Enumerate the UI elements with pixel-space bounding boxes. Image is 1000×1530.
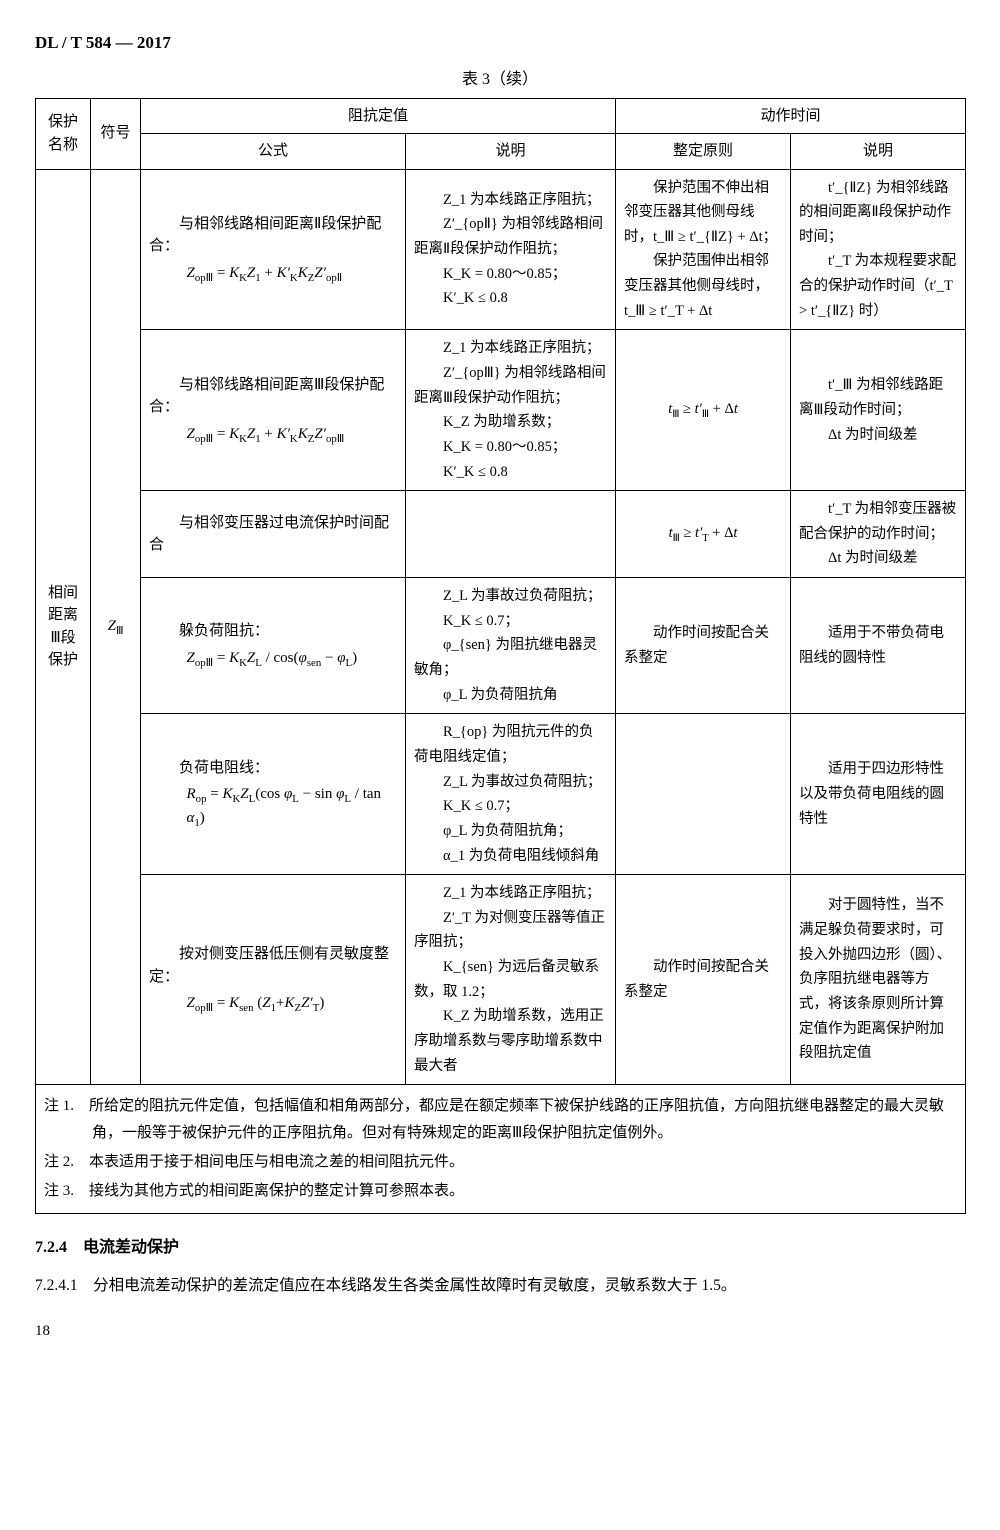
cell-desc: Z_1 为本线路正序阻抗； Z′_T 为对侧变压器等值正序阻抗； K_{sen}… [406, 875, 616, 1085]
formula-math: Rop = KKZL(cos φL − sin φL / tan α1) [149, 783, 397, 831]
table-row: 相间距离Ⅲ段保护 ZⅢ 与相邻线路相间距离Ⅱ段保护配合： ZopⅢ = KKZ1… [36, 169, 966, 330]
formula-intro: 按对侧变压器低压侧有灵敏度整定： [149, 946, 389, 985]
table-row: 与相邻线路相间距离Ⅲ段保护配合： ZopⅢ = KKZ1 + K′KKZZ′op… [36, 330, 966, 491]
cell-formula: 与相邻线路相间距离Ⅲ段保护配合： ZopⅢ = KKZ1 + K′KKZZ′op… [141, 330, 406, 491]
table-caption: 表 3（续） [35, 68, 965, 92]
page-number: 18 [35, 1320, 965, 1343]
cell-principle: 动作时间按配合关系整定 [616, 875, 791, 1085]
cell-timedesc: 适用于四边形特性以及带负荷电阻线的圆特性 [791, 714, 966, 875]
formula-intro: 与相邻线路相间距离Ⅲ段保护配合： [149, 377, 384, 416]
formula-intro: 躲负荷阻抗： [149, 623, 269, 639]
notes-cell: 注 1. 所给定的阻抗元件定值，包括幅值和相角两部分，都应是在额定频率下被保护线… [36, 1085, 966, 1214]
cell-desc: Z_1 为本线路正序阻抗； Z′_{opⅡ} 为相邻线路相间距离Ⅱ段保护动作阻抗… [406, 169, 616, 330]
th-impedance: 阻抗定值 [141, 98, 616, 134]
cell-formula: 负荷电阻线： Rop = KKZL(cos φL − sin φL / tan … [141, 714, 406, 875]
cell-desc: R_{op} 为阻抗元件的负荷电阻线定值； Z_L 为事故过负荷阻抗； K_K … [406, 714, 616, 875]
th-formula: 公式 [141, 134, 406, 170]
cell-formula: 与相邻线路相间距离Ⅱ段保护配合： ZopⅢ = KKZ1 + K′KKZZ′op… [141, 169, 406, 330]
note-2: 注 2. 本表适用于接于相间电压与相电流之差的相间阻抗元件。 [44, 1149, 957, 1176]
formula-math: ZopⅢ = KKZL / cos(φsen − φL) [149, 647, 397, 671]
cell-timedesc: t′_Ⅲ 为相邻线路距离Ⅲ段动作时间； Δt 为时间级差 [791, 330, 966, 491]
cell-principle: 保护范围不伸出相邻变压器其他侧母线时，t_Ⅲ ≥ t′_{ⅡZ} + Δt； 保… [616, 169, 791, 330]
main-table: 保护名称 符号 阻抗定值 动作时间 公式 说明 整定原则 说明 相间距离Ⅲ段保护… [35, 98, 966, 1215]
table-row: 公式 说明 整定原则 说明 [36, 134, 966, 170]
paragraph: 7.2.4.1 分相电流差动保护的差流定值应在本线路发生各类金属性故障时有灵敏度… [35, 1274, 965, 1297]
doc-id: DL / T 584 — 2017 [35, 30, 965, 56]
formula-math: ZopⅢ = KKZ1 + K′KKZZ′opⅢ [149, 423, 397, 447]
cell-symbol: ZⅢ [91, 169, 141, 1085]
cell-principle: tⅢ ≥ t′T + Δt [616, 491, 791, 578]
th-symbol: 符号 [91, 98, 141, 169]
table-row: 注 1. 所给定的阻抗元件定值，包括幅值和相角两部分，都应是在额定频率下被保护线… [36, 1085, 966, 1214]
formula-intro: 与相邻线路相间距离Ⅱ段保护配合： [149, 216, 381, 255]
table-row: 躲负荷阻抗： ZopⅢ = KKZL / cos(φsen − φL) Z_L … [36, 578, 966, 714]
th-desc: 说明 [406, 134, 616, 170]
cell-formula: 躲负荷阻抗： ZopⅢ = KKZL / cos(φsen − φL) [141, 578, 406, 714]
cell-desc: Z_1 为本线路正序阻抗； Z′_{opⅢ} 为相邻线路相间距离Ⅲ段保护动作阻抗… [406, 330, 616, 491]
cell-formula: 按对侧变压器低压侧有灵敏度整定： ZopⅢ = Ksen (Z1+KZZ′T) [141, 875, 406, 1085]
table-row: 负荷电阻线： Rop = KKZL(cos φL − sin φL / tan … [36, 714, 966, 875]
table-row: 按对侧变压器低压侧有灵敏度整定： ZopⅢ = Ksen (Z1+KZZ′T) … [36, 875, 966, 1085]
cell-protection-name: 相间距离Ⅲ段保护 [36, 169, 91, 1085]
table-row: 保护名称 符号 阻抗定值 动作时间 [36, 98, 966, 134]
formula-math: ZopⅢ = Ksen (Z1+KZZ′T) [149, 992, 397, 1016]
cell-timedesc: t′_T 为相邻变压器被配合保护的动作时间； Δt 为时间级差 [791, 491, 966, 578]
table-row: 与相邻变压器过电流保护时间配合 tⅢ ≥ t′T + Δt t′_T 为相邻变压… [36, 491, 966, 578]
section-heading: 7.2.4 电流差动保护 [35, 1236, 965, 1260]
cell-principle [616, 714, 791, 875]
cell-timedesc: t′_{ⅡZ} 为相邻线路的相间距离Ⅱ段保护动作时间； t′_T 为本规程要求配… [791, 169, 966, 330]
th-principle: 整定原则 [616, 134, 791, 170]
th-timedesc: 说明 [791, 134, 966, 170]
cell-principle: 动作时间按配合关系整定 [616, 578, 791, 714]
formula-intro: 与相邻变压器过电流保护时间配合 [149, 515, 389, 554]
th-time: 动作时间 [616, 98, 966, 134]
cell-desc: Z_L 为事故过负荷阻抗； K_K ≤ 0.7； φ_{sen} 为阻抗继电器灵… [406, 578, 616, 714]
cell-formula: 与相邻变压器过电流保护时间配合 [141, 491, 406, 578]
note-3: 注 3. 接线为其他方式的相间距离保护的整定计算可参照本表。 [44, 1178, 957, 1205]
note-1: 注 1. 所给定的阻抗元件定值，包括幅值和相角两部分，都应是在额定频率下被保护线… [44, 1093, 957, 1147]
cell-timedesc: 适用于不带负荷电阻线的圆特性 [791, 578, 966, 714]
cell-timedesc: 对于圆特性，当不满足躲负荷要求时，可投入外抛四边形（圆）、负序阻抗继电器等方式，… [791, 875, 966, 1085]
th-name: 保护名称 [36, 98, 91, 169]
formula-math: ZopⅢ = KKZ1 + K′KKZZ′opⅡ [149, 262, 397, 286]
cell-principle: tⅢ ≥ t′Ⅲ + Δt [616, 330, 791, 491]
formula-intro: 负荷电阻线： [149, 760, 269, 776]
cell-desc [406, 491, 616, 578]
